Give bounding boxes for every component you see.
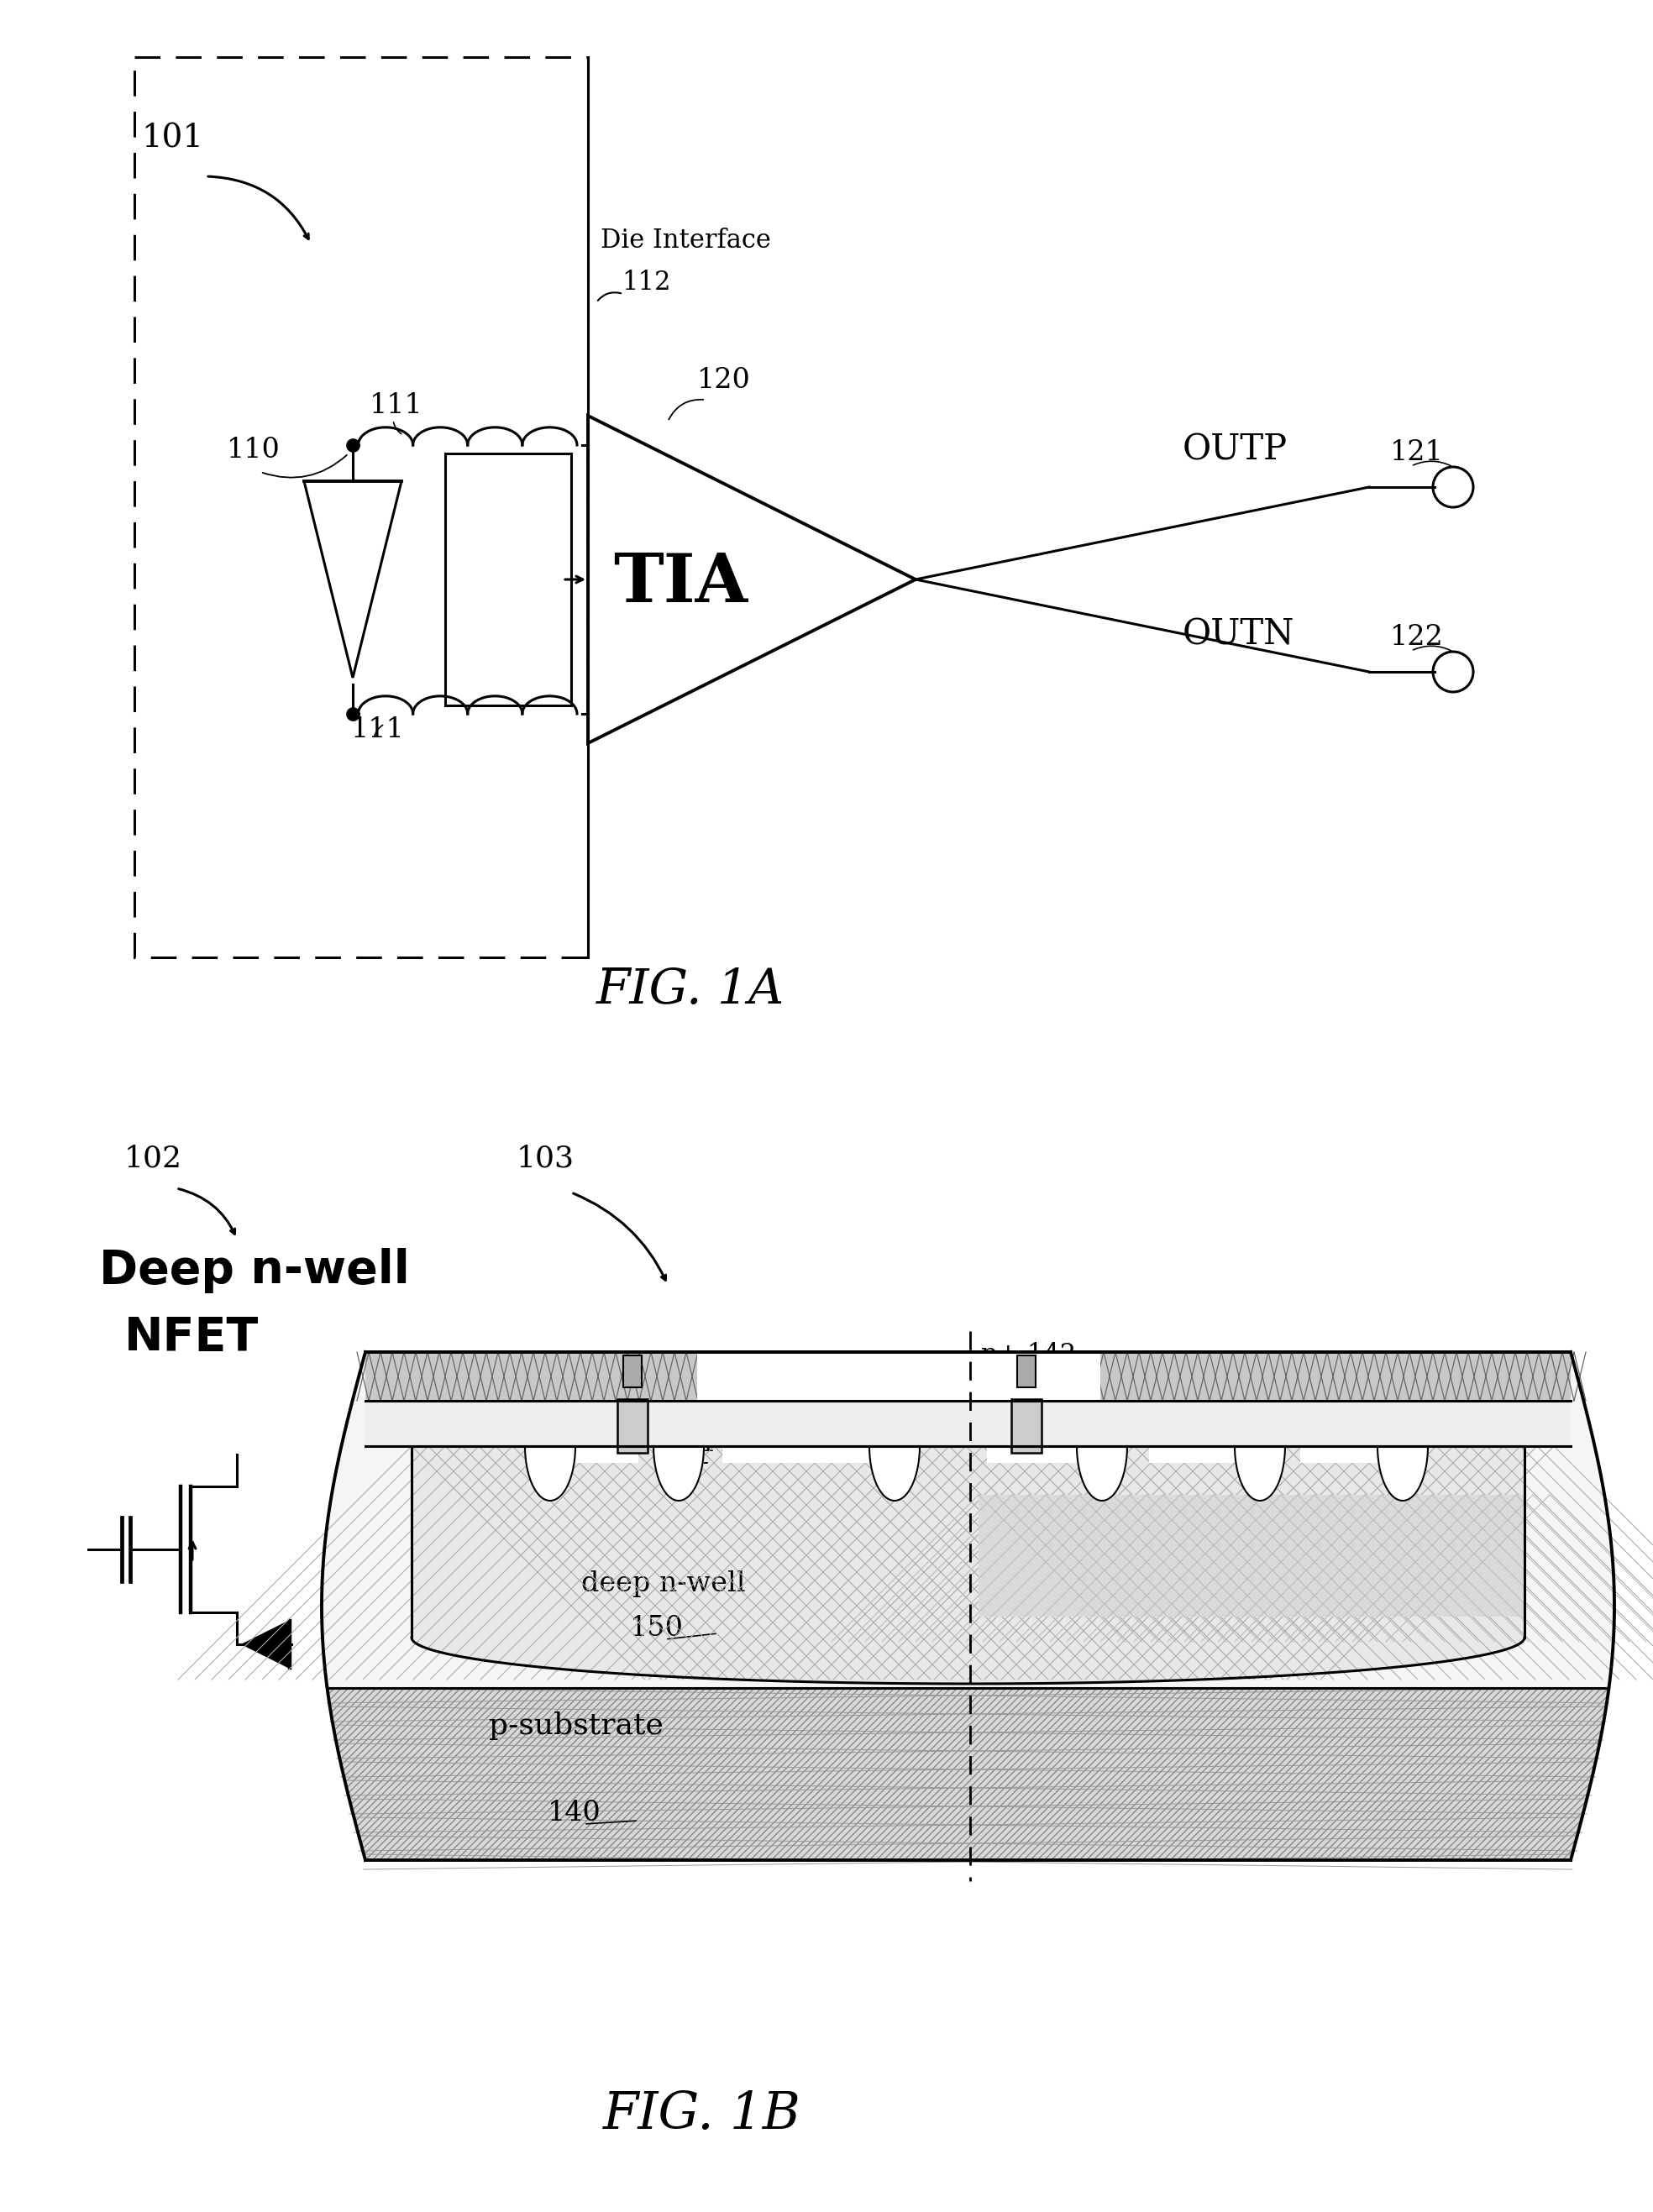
Bar [979, 1495, 1524, 1617]
Text: 112: 112 [622, 270, 671, 296]
Text: deep n-well: deep n-well [582, 1571, 746, 1597]
Text: 120: 120 [698, 367, 750, 394]
Polygon shape [322, 1352, 1615, 1688]
Text: 101: 101 [141, 122, 203, 153]
Text: 102: 102 [124, 1144, 182, 1172]
Bar [1301, 1447, 1393, 1462]
Text: Die Interface: Die Interface [600, 228, 770, 254]
Bar [572, 1447, 638, 1462]
Bar [1101, 1352, 1570, 1400]
Text: 140: 140 [547, 1801, 602, 1827]
Text: 110: 110 [226, 436, 281, 465]
Bar [134, 58, 588, 958]
Bar [1017, 1356, 1036, 1387]
Polygon shape [243, 1621, 289, 1668]
Text: 122: 122 [1390, 624, 1443, 650]
Polygon shape [327, 1688, 1608, 1860]
Text: 111: 111 [350, 717, 405, 743]
Text: p+ 142: p+ 142 [980, 1343, 1076, 1367]
Text: OUTN: OUTN [1182, 617, 1294, 653]
Text: 111: 111 [370, 392, 423, 418]
Bar [698, 1352, 1101, 1400]
Text: OUTP: OUTP [1182, 434, 1288, 467]
Text: 141: 141 [699, 1431, 750, 1458]
Text: NFET: NFET [124, 1316, 260, 1360]
Text: Deep n-well: Deep n-well [99, 1248, 410, 1294]
Bar [1149, 1447, 1243, 1462]
Polygon shape [412, 1447, 1524, 1683]
Bar [623, 1356, 641, 1387]
Text: p-well 141: p-well 141 [1121, 1590, 1270, 1617]
Text: 150: 150 [630, 1615, 684, 1641]
Bar [617, 1398, 648, 1453]
Text: TIA: TIA [613, 551, 747, 617]
Bar [1012, 1398, 1041, 1453]
Bar [987, 1447, 1083, 1462]
Bar [365, 1352, 698, 1400]
Text: 121: 121 [1390, 440, 1443, 467]
Text: FIG. 1B: FIG. 1B [603, 2090, 802, 2139]
Bar [722, 1447, 878, 1462]
Bar [365, 1400, 1570, 1447]
Bar [445, 453, 572, 706]
Text: p-substrate: p-substrate [489, 1712, 663, 1741]
Polygon shape [327, 1688, 1608, 1860]
Text: 103: 103 [517, 1144, 575, 1172]
Text: FIG. 1A: FIG. 1A [597, 967, 785, 1013]
